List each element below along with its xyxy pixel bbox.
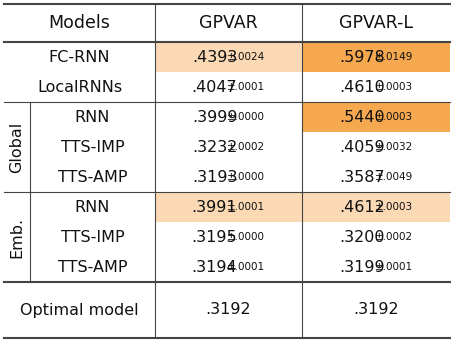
Text: .5978: .5978: [339, 50, 385, 65]
Text: Global: Global: [10, 121, 25, 173]
Bar: [302, 102, 450, 132]
Text: .3192: .3192: [206, 302, 252, 318]
Bar: [302, 192, 450, 222]
Text: ±.0000: ±.0000: [227, 232, 265, 242]
Text: ±.0003: ±.0003: [375, 112, 413, 122]
Text: Optimal model: Optimal model: [20, 302, 139, 318]
Text: ±.0001: ±.0001: [227, 202, 266, 212]
Text: .3587: .3587: [339, 170, 385, 184]
Text: RNN: RNN: [75, 109, 110, 125]
Bar: [302, 42, 450, 72]
Text: ±.0049: ±.0049: [375, 172, 413, 182]
Text: .3194: .3194: [192, 259, 237, 275]
Text: Emb.: Emb.: [10, 216, 25, 258]
Text: LocalRNNs: LocalRNNs: [37, 79, 122, 95]
Text: .3193: .3193: [192, 170, 237, 184]
Text: .3192: .3192: [353, 302, 399, 318]
Text: .4393: .4393: [192, 50, 237, 65]
Text: .4610: .4610: [339, 79, 385, 95]
Text: ±.0001: ±.0001: [227, 82, 266, 92]
Text: .5440: .5440: [339, 109, 385, 125]
Text: TTS-AMP: TTS-AMP: [58, 259, 127, 275]
Text: GPVAR-L: GPVAR-L: [339, 14, 413, 32]
Text: ±.0000: ±.0000: [227, 112, 265, 122]
Text: TTS-IMP: TTS-IMP: [61, 229, 124, 245]
Text: .3232: .3232: [192, 140, 237, 154]
Text: .3199: .3199: [339, 259, 385, 275]
Text: ±.0002: ±.0002: [227, 142, 266, 152]
Text: ±.0149: ±.0149: [375, 52, 413, 62]
Text: .3195: .3195: [192, 229, 237, 245]
Text: ±.0032: ±.0032: [375, 142, 413, 152]
Text: .4047: .4047: [192, 79, 237, 95]
Text: TTS-AMP: TTS-AMP: [58, 170, 127, 184]
Text: RNN: RNN: [75, 200, 110, 215]
Text: ±.0001: ±.0001: [375, 262, 413, 272]
Bar: [155, 42, 302, 72]
Text: FC-RNN: FC-RNN: [49, 50, 110, 65]
Text: .4059: .4059: [339, 140, 385, 154]
Text: TTS-IMP: TTS-IMP: [61, 140, 124, 154]
Text: .3991: .3991: [192, 200, 237, 215]
Text: .3200: .3200: [339, 229, 385, 245]
Text: ±.0001: ±.0001: [227, 262, 266, 272]
Text: .3999: .3999: [192, 109, 237, 125]
Text: ±.0003: ±.0003: [375, 202, 413, 212]
Text: GPVAR: GPVAR: [199, 14, 258, 32]
Text: ±.0024: ±.0024: [227, 52, 266, 62]
Text: .4612: .4612: [339, 200, 385, 215]
Text: ±.0003: ±.0003: [375, 82, 413, 92]
Bar: [155, 192, 302, 222]
Text: ±.0000: ±.0000: [227, 172, 265, 182]
Text: ±.0002: ±.0002: [375, 232, 413, 242]
Text: Models: Models: [49, 14, 110, 32]
